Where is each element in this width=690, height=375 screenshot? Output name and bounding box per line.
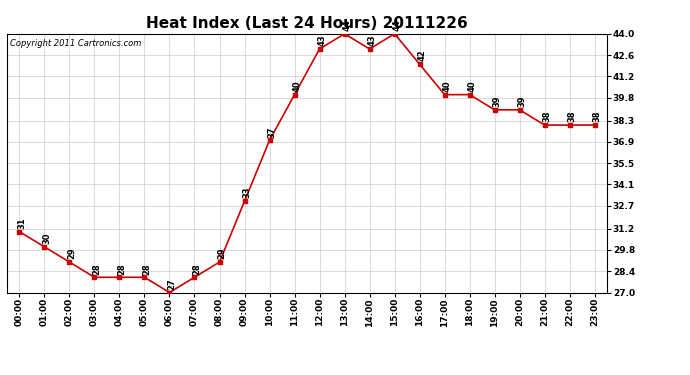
Text: 28: 28: [193, 263, 201, 274]
Text: 27: 27: [168, 278, 177, 290]
Text: 30: 30: [43, 232, 52, 244]
Text: 39: 39: [518, 96, 527, 107]
Text: 38: 38: [543, 111, 552, 122]
Text: 40: 40: [443, 80, 452, 92]
Text: 29: 29: [218, 248, 227, 259]
Text: 44: 44: [343, 19, 352, 31]
Text: 43: 43: [318, 34, 327, 46]
Text: 44: 44: [393, 19, 402, 31]
Text: 31: 31: [18, 217, 27, 229]
Text: 37: 37: [268, 126, 277, 138]
Text: 29: 29: [68, 248, 77, 259]
Text: 40: 40: [293, 80, 302, 92]
Text: 40: 40: [468, 80, 477, 92]
Text: 38: 38: [593, 111, 602, 122]
Text: 43: 43: [368, 34, 377, 46]
Text: 33: 33: [243, 187, 252, 198]
Title: Heat Index (Last 24 Hours) 20111226: Heat Index (Last 24 Hours) 20111226: [146, 16, 468, 31]
Text: 28: 28: [92, 263, 101, 274]
Text: 38: 38: [568, 111, 577, 122]
Text: 39: 39: [493, 96, 502, 107]
Text: 28: 28: [143, 263, 152, 274]
Text: Copyright 2011 Cartronics.com: Copyright 2011 Cartronics.com: [10, 39, 141, 48]
Text: 42: 42: [418, 50, 427, 62]
Text: 28: 28: [118, 263, 127, 274]
